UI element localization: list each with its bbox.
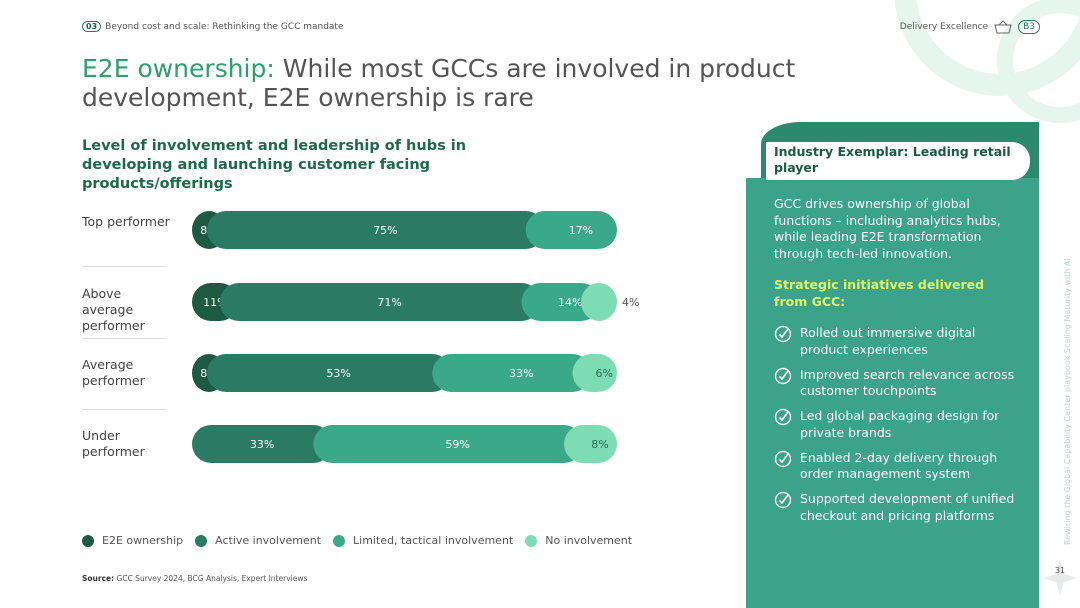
legend-label: Active involvement xyxy=(215,534,322,547)
legend-label: E2E ownership xyxy=(102,534,184,547)
value-label: 6% xyxy=(596,367,613,380)
source: Source: GCC Survey 2024, BCG Analysis, E… xyxy=(82,574,307,583)
bar-segment xyxy=(219,283,541,321)
title-text: While most GCCs are involved in product … xyxy=(82,54,796,112)
title: E2E ownership: While most GCCs are invol… xyxy=(82,54,952,112)
legend: E2E ownership Active involvement Limited, … xyxy=(82,534,632,547)
bar-segment xyxy=(525,211,617,249)
check-circle xyxy=(774,450,792,467)
initiative-item: Supported development of unified checkou… xyxy=(774,491,1019,524)
value-label: 59% xyxy=(445,438,469,451)
chart-title: Level of involvement and leadership of h… xyxy=(82,138,467,192)
legend-swatch xyxy=(333,534,346,547)
header-right: Delivery Excellence B3 xyxy=(900,19,1040,35)
check-circle xyxy=(774,325,792,343)
legend-label: No involvement xyxy=(545,534,633,547)
legend-label: Limited, tactical involvement xyxy=(353,534,514,547)
panel-heading: Industry Exemplar: Leading retail player xyxy=(766,142,1030,180)
check-mark xyxy=(778,453,789,463)
initiative-list: Rolled out immersive digital product exp… xyxy=(774,325,1019,533)
panel-description: GCC drives ownership of global functions… xyxy=(774,196,1001,261)
category-label: Top performer xyxy=(82,214,170,229)
panel xyxy=(746,178,1039,608)
page-number: 31 xyxy=(1054,566,1066,575)
legend-item: Limited, tactical involvement xyxy=(333,534,513,547)
category-label: Above average performer xyxy=(82,286,145,333)
initiative-item: Enabled 2-day delivery through order man… xyxy=(774,450,1019,483)
category-label: Average performer xyxy=(82,357,145,388)
source-label: Source: xyxy=(82,574,115,583)
bar-segment xyxy=(207,211,545,249)
check-icon xyxy=(774,491,792,509)
chart: 8%75%17%11%71%14%4%8%53%33%6%33%59%8% xyxy=(192,211,639,463)
initiative-text: Enabled 2-day delivery through order man… xyxy=(800,449,998,482)
check-icon xyxy=(774,408,792,426)
bar-segment xyxy=(581,283,617,321)
panel-subheading: Strategic initiatives delivered from GCC… xyxy=(774,277,985,309)
bar-segment xyxy=(313,425,583,463)
initiative-item: Rolled out immersive digital product exp… xyxy=(774,325,1019,358)
initiative-item: Improved search relevance across custome… xyxy=(774,367,1019,400)
topic: Delivery Excellence xyxy=(899,22,989,32)
code: B3 xyxy=(1018,20,1040,34)
source-text: GCC Survey 2024, BCG Analysis, Expert In… xyxy=(116,574,308,583)
value-label: 33% xyxy=(509,367,533,380)
legend-item: Active involvement xyxy=(195,534,321,547)
check-icon xyxy=(774,367,792,384)
value-label: 75% xyxy=(373,224,397,237)
bar-segment xyxy=(192,425,333,463)
check-icon xyxy=(774,450,792,467)
legend-swatch xyxy=(82,534,94,547)
bar-segment xyxy=(432,354,592,392)
basket-icon xyxy=(994,20,1012,34)
bar-segment xyxy=(521,283,600,321)
check-circle xyxy=(774,491,792,509)
value-label: 4% xyxy=(622,296,639,309)
value-label: 53% xyxy=(326,367,350,380)
legend-item: E2E ownership xyxy=(82,534,183,547)
check-mark xyxy=(778,328,789,339)
row-separator xyxy=(82,266,167,267)
value-label: 8% xyxy=(591,438,608,451)
check-mark xyxy=(778,494,789,505)
legend-item: No involvement xyxy=(525,534,632,547)
legend-swatch xyxy=(525,534,538,547)
initiative-item: Led global packaging design for private … xyxy=(774,408,1019,441)
title-highlight: E2E ownership: xyxy=(82,54,275,83)
check-circle xyxy=(774,367,792,384)
check-icon xyxy=(774,325,792,343)
legend-swatch xyxy=(195,534,208,547)
value-label: 14% xyxy=(558,296,582,309)
header-left: 03 Beyond cost and scale: Rethinking the… xyxy=(82,21,344,32)
category-label: Under performer xyxy=(82,428,145,459)
bar-segment xyxy=(572,354,617,392)
value-label: 17% xyxy=(569,224,593,237)
section-title: Beyond cost and scale: Rethinking the GC… xyxy=(105,21,344,32)
vertical-text: Rewiring the Global Capability Center pl… xyxy=(1063,258,1072,545)
initiative-text: Supported development of unified checkou… xyxy=(800,491,1015,523)
row-separator xyxy=(82,338,167,339)
initiative-text: Led global packaging design for private … xyxy=(800,408,1000,440)
bar-segment xyxy=(207,354,452,392)
initiative-text: Improved search relevance across custome… xyxy=(800,366,1015,399)
bar-segment xyxy=(564,425,617,463)
value-label: 33% xyxy=(250,438,274,451)
check-mark xyxy=(778,370,789,380)
check-circle xyxy=(774,408,792,426)
row-separator xyxy=(82,409,167,410)
section-number: 03 xyxy=(82,21,102,32)
check-mark xyxy=(778,411,789,422)
initiative-text: Rolled out immersive digital product exp… xyxy=(800,325,976,357)
value-label: 71% xyxy=(377,296,401,309)
